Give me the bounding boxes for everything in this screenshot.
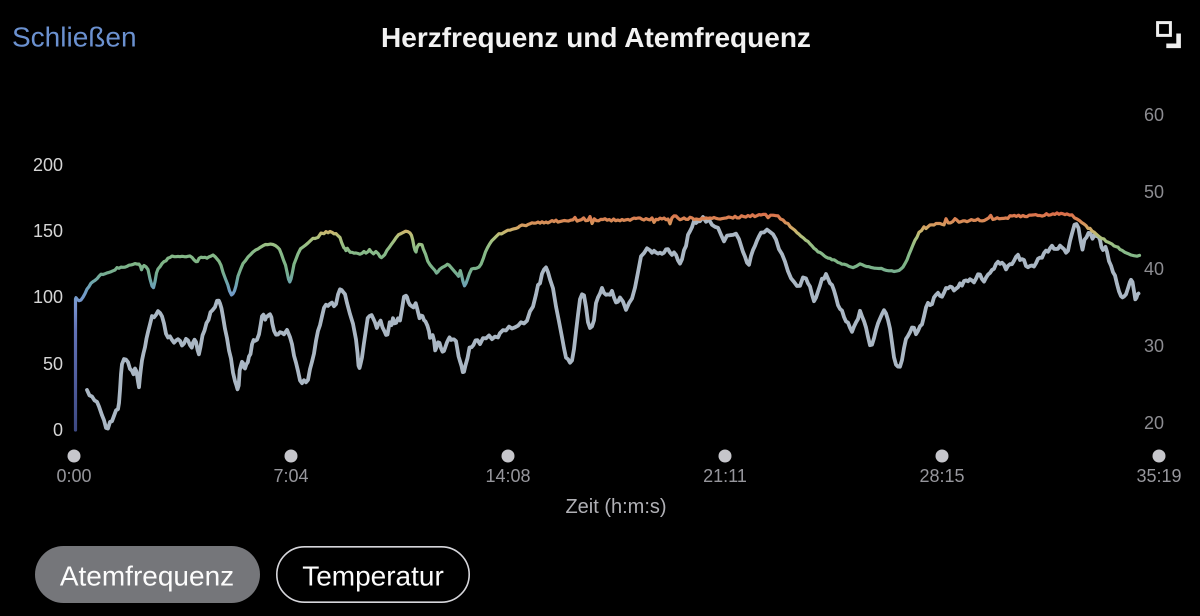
svg-text:150: 150 bbox=[33, 221, 63, 241]
svg-text:0:00: 0:00 bbox=[56, 466, 91, 486]
svg-text:40: 40 bbox=[1144, 259, 1164, 279]
svg-text:200: 200 bbox=[33, 155, 63, 175]
svg-text:50: 50 bbox=[43, 354, 63, 374]
svg-text:60: 60 bbox=[1144, 105, 1164, 125]
svg-text:Zeit (h:m:s): Zeit (h:m:s) bbox=[565, 496, 666, 518]
svg-text:14:08: 14:08 bbox=[485, 466, 530, 486]
svg-text:35:19: 35:19 bbox=[1136, 466, 1181, 486]
svg-text:50: 50 bbox=[1144, 182, 1164, 202]
svg-text:Temperatur: Temperatur bbox=[302, 561, 444, 592]
svg-text:100: 100 bbox=[33, 287, 63, 307]
svg-text:7:04: 7:04 bbox=[273, 466, 308, 486]
svg-text:20: 20 bbox=[1144, 413, 1164, 433]
svg-text:28:15: 28:15 bbox=[919, 466, 964, 486]
svg-text:30: 30 bbox=[1144, 336, 1164, 356]
svg-text:0: 0 bbox=[53, 420, 63, 440]
svg-text:21:11: 21:11 bbox=[703, 466, 747, 486]
svg-text:Atemfrequenz: Atemfrequenz bbox=[60, 561, 234, 592]
svg-text:Herzfrequenz und Atemfrequenz: Herzfrequenz und Atemfrequenz bbox=[381, 22, 811, 53]
svg-text:Schließen: Schließen bbox=[12, 22, 137, 53]
